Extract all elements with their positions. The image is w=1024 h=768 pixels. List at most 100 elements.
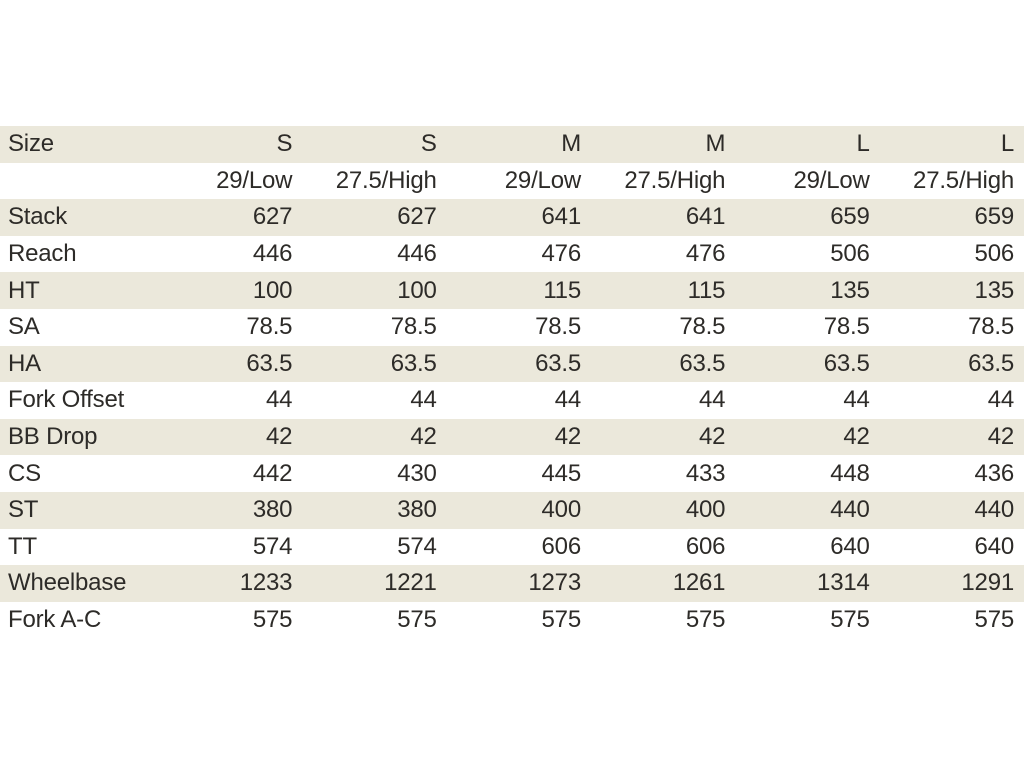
cell-value: 430 [397, 459, 437, 487]
cell-value: 659 [974, 203, 1015, 231]
cell-value: 63.5 [535, 349, 581, 377]
cell-value: 400 [541, 496, 582, 524]
table-row-tt: TT 574 574 606 606 640 640 [0, 529, 1024, 566]
subheader-wheel: 27.5/High [624, 166, 726, 194]
cell-value: 78.5 [535, 313, 581, 341]
table-row-ht: HT 100 100 115 115 135 135 [0, 272, 1024, 309]
cell-value: 1314 [817, 569, 870, 597]
table-header-row: Size S S M M L L [0, 126, 1024, 163]
cell-value: 640 [974, 532, 1015, 560]
cell-value: 575 [685, 606, 726, 634]
cell-value: 446 [252, 240, 293, 268]
table-row-cs: CS 442 430 445 433 448 436 [0, 455, 1024, 492]
cell-value: 606 [541, 532, 582, 560]
header-size-s2: S [420, 130, 437, 158]
header-size-label: Size [8, 130, 54, 158]
cell-value: 63.5 [823, 349, 870, 377]
row-label: BB Drop [8, 423, 98, 451]
cell-value: 436 [974, 459, 1015, 487]
cell-value: 44 [843, 386, 870, 414]
cell-value: 42 [554, 423, 581, 451]
subheader-wheel: 29/Low [793, 166, 870, 194]
cell-value: 44 [987, 386, 1014, 414]
cell-value: 640 [830, 532, 870, 560]
cell-value: 433 [685, 459, 726, 487]
cell-value: 78.5 [246, 313, 293, 341]
cell-value: 1291 [961, 569, 1014, 597]
table-row-bb-drop: BB Drop 42 42 42 42 42 42 [0, 418, 1024, 456]
cell-value: 42 [410, 423, 437, 451]
cell-value: 641 [541, 203, 582, 231]
cell-value: 1261 [672, 569, 726, 597]
cell-value: 42 [699, 423, 726, 451]
cell-value: 44 [699, 386, 726, 414]
cell-value: 63.5 [246, 349, 293, 377]
cell-value: 446 [397, 240, 437, 268]
cell-value: 627 [252, 203, 293, 231]
cell-value: 476 [685, 240, 726, 268]
cell-value: 606 [685, 532, 726, 560]
cell-value: 440 [974, 496, 1015, 524]
table-row-fork-ac: Fork A-C 575 575 575 575 575 575 [0, 602, 1024, 639]
row-label: HA [8, 349, 41, 377]
cell-value: 380 [397, 496, 437, 524]
row-label: Reach [8, 240, 77, 268]
cell-value: 1273 [528, 569, 581, 597]
cell-value: 135 [830, 276, 870, 304]
subheader-wheel: 29/Low [216, 166, 293, 194]
cell-value: 659 [830, 203, 870, 231]
table-row-reach: Reach 446 446 476 476 506 506 [0, 236, 1024, 273]
table-row-wheelbase: Wheelbase 1233 1221 1273 1261 1314 1291 [0, 565, 1024, 602]
cell-value: 440 [830, 496, 870, 524]
cell-value: 445 [541, 459, 582, 487]
row-label: SA [8, 313, 40, 341]
cell-value: 42 [987, 423, 1014, 451]
cell-value: 78.5 [390, 313, 437, 341]
cell-value: 100 [252, 276, 293, 304]
cell-value: 506 [830, 240, 870, 268]
cell-value: 380 [252, 496, 293, 524]
row-label: ST [8, 496, 39, 524]
cell-value: 115 [687, 276, 726, 304]
cell-value: 641 [685, 203, 726, 231]
table-subheader-row: 29/Low 27.5/High 29/Low 27.5/High 29/Low… [0, 163, 1024, 200]
header-size-m2: M [705, 130, 726, 158]
subheader-blank [0, 163, 158, 200]
cell-value: 100 [397, 276, 437, 304]
cell-value: 63.5 [679, 349, 726, 377]
cell-value: 115 [543, 276, 581, 304]
cell-value: 63.5 [968, 349, 1014, 377]
cell-value: 476 [541, 240, 582, 268]
geometry-table: Size S S M M L L 29/Low 27.5/High 29/Low… [0, 126, 1024, 638]
cell-value: 44 [554, 386, 581, 414]
cell-value: 44 [410, 386, 437, 414]
cell-value: 78.5 [679, 313, 726, 341]
cell-value: 442 [252, 459, 293, 487]
cell-value: 44 [266, 386, 293, 414]
cell-value: 78.5 [968, 313, 1014, 341]
cell-value: 42 [843, 423, 870, 451]
cell-value: 575 [974, 606, 1015, 634]
cell-value: 575 [252, 606, 293, 634]
row-label: Stack [8, 203, 68, 231]
header-size-l1: L [856, 130, 870, 158]
cell-value: 42 [266, 423, 293, 451]
cell-value: 448 [830, 459, 870, 487]
cell-value: 78.5 [823, 313, 870, 341]
table-row-sa: SA 78.5 78.5 78.5 78.5 78.5 78.5 [0, 309, 1024, 346]
row-label: HT [8, 276, 40, 304]
cell-value: 63.5 [390, 349, 437, 377]
table-row-stack: Stack 627 627 641 641 659 659 [0, 199, 1024, 236]
table-row-fork-offset: Fork Offset 44 44 44 44 44 44 [0, 382, 1024, 419]
cell-value: 627 [397, 203, 437, 231]
header-size-s1: S [276, 130, 293, 158]
header-size-l2: L [1000, 130, 1014, 158]
table-row-st: ST 380 380 400 400 440 440 [0, 491, 1024, 529]
cell-value: 575 [830, 606, 870, 634]
cell-value: 1233 [239, 569, 293, 597]
cell-value: 575 [397, 606, 437, 634]
cell-value: 575 [541, 606, 582, 634]
table-row-ha: HA 63.5 63.5 63.5 63.5 63.5 63.5 [0, 345, 1024, 383]
row-label: Fork A-C [8, 606, 102, 634]
cell-value: 1221 [384, 569, 437, 597]
